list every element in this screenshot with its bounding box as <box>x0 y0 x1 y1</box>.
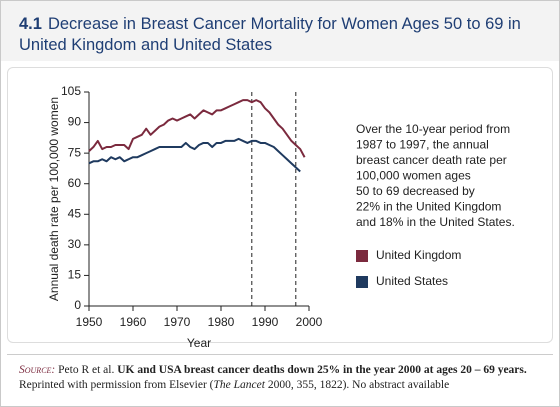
y-tick-label: 15 <box>68 268 82 282</box>
annotation-line: 100,000 women ages <box>356 169 471 183</box>
source-reprint: Reprinted with permission from Elsevier … <box>19 379 214 391</box>
header: 4.1 Decrease in Breast Cancer Mortality f… <box>1 1 559 61</box>
x-tick-label: 1980 <box>208 315 235 329</box>
divider <box>7 354 553 355</box>
x-tick-label: 1950 <box>76 315 103 329</box>
chart: 0 15 30 45 60 75 90 105 1950 1960 1970 1980 1990 2000… <box>47 84 515 350</box>
x-tick-label: 1960 <box>120 315 147 329</box>
y-tick-label: 105 <box>61 84 81 98</box>
x-axis-label: Year <box>187 336 211 350</box>
figure-number: 4.1 <box>19 15 42 33</box>
source-authors: Peto R et al. <box>58 364 115 376</box>
y-tick-label: 90 <box>68 115 82 129</box>
source-journal: The Lancet <box>213 379 265 391</box>
source-citation: 2000, 355, 1822). No abstract available <box>267 379 450 391</box>
plot-frame <box>7 67 553 343</box>
annotation-line: Over the 10-year period from <box>356 122 510 136</box>
chart-title: 4.1 Decrease in Breast Cancer Mortality f… <box>19 14 539 56</box>
annotation-line: breast cancer death rate per <box>356 153 507 167</box>
y-tick-label: 0 <box>74 298 81 312</box>
series-line <box>88 99 306 158</box>
annotation-line: 1987 to 1997, the annual <box>356 138 489 152</box>
x-tick-label: 1970 <box>164 315 191 329</box>
annotation-line: 50 to 69 decreased by <box>356 184 475 198</box>
legend-swatch <box>356 276 368 288</box>
series-line <box>88 137 301 173</box>
legend-label: United Kingdom <box>376 248 461 262</box>
source-article: UK and USA breast cancer deaths down 25%… <box>117 364 527 376</box>
x-tick-label: 1990 <box>252 315 279 329</box>
source-label: Source: <box>19 364 56 376</box>
y-tick-label: 45 <box>68 206 82 220</box>
source-note: Source: Peto R et al. UK and USA breast … <box>19 363 544 393</box>
x-tick-label: 2000 <box>296 315 323 329</box>
legend-label: United States <box>376 274 448 288</box>
y-tick-label: 60 <box>68 176 82 190</box>
y-axis-label: Annual death rate per 100,000 women <box>47 97 61 301</box>
annotation-line: and 18% in the United States. <box>356 215 515 229</box>
y-tick-label: 30 <box>68 237 82 251</box>
annotation-line: 22% in the United Kingdom <box>356 200 501 214</box>
y-tick-label: 75 <box>68 145 82 159</box>
legend-swatch <box>356 250 368 262</box>
title-text: Decrease in Breast Cancer Mortality for … <box>19 15 521 54</box>
